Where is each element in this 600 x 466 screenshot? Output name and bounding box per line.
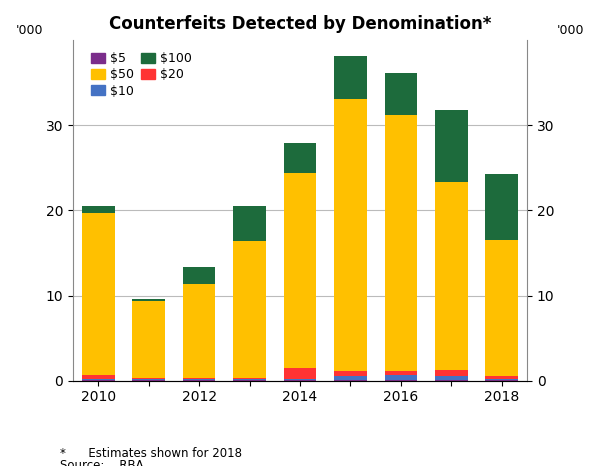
- Bar: [334, 99, 367, 371]
- Bar: [132, 378, 165, 379]
- Bar: [334, 376, 367, 380]
- Bar: [183, 379, 215, 380]
- Bar: [183, 284, 215, 378]
- Bar: [82, 213, 115, 375]
- Bar: [284, 143, 316, 172]
- Text: *      Estimates shown for 2018: * Estimates shown for 2018: [60, 447, 242, 460]
- Bar: [284, 378, 316, 380]
- Bar: [233, 378, 266, 379]
- Bar: [435, 182, 468, 370]
- Bar: [435, 110, 468, 182]
- Bar: [132, 299, 165, 301]
- Bar: [183, 378, 215, 379]
- Bar: [385, 371, 417, 375]
- Bar: [132, 379, 165, 380]
- Bar: [485, 174, 518, 240]
- Legend: $5, $50, $10, $100, $20: $5, $50, $10, $100, $20: [88, 50, 194, 100]
- Bar: [132, 301, 165, 378]
- Text: '000: '000: [557, 24, 584, 37]
- Bar: [284, 368, 316, 378]
- Text: Source:    RBA: Source: RBA: [60, 459, 143, 466]
- Title: Counterfeits Detected by Denomination*: Counterfeits Detected by Denomination*: [109, 15, 491, 33]
- Bar: [233, 206, 266, 241]
- Text: '000: '000: [16, 24, 43, 37]
- Bar: [82, 379, 115, 380]
- Bar: [334, 56, 367, 99]
- Bar: [82, 375, 115, 379]
- Bar: [385, 73, 417, 116]
- Bar: [485, 377, 518, 379]
- Bar: [385, 116, 417, 371]
- Bar: [284, 380, 316, 381]
- Bar: [233, 241, 266, 378]
- Bar: [435, 376, 468, 380]
- Bar: [385, 375, 417, 380]
- Bar: [485, 379, 518, 380]
- Bar: [334, 371, 367, 376]
- Bar: [485, 240, 518, 377]
- Bar: [334, 380, 367, 381]
- Bar: [82, 380, 115, 381]
- Bar: [233, 379, 266, 380]
- Bar: [435, 380, 468, 381]
- Bar: [82, 206, 115, 213]
- Bar: [284, 172, 316, 368]
- Bar: [183, 267, 215, 284]
- Bar: [435, 370, 468, 376]
